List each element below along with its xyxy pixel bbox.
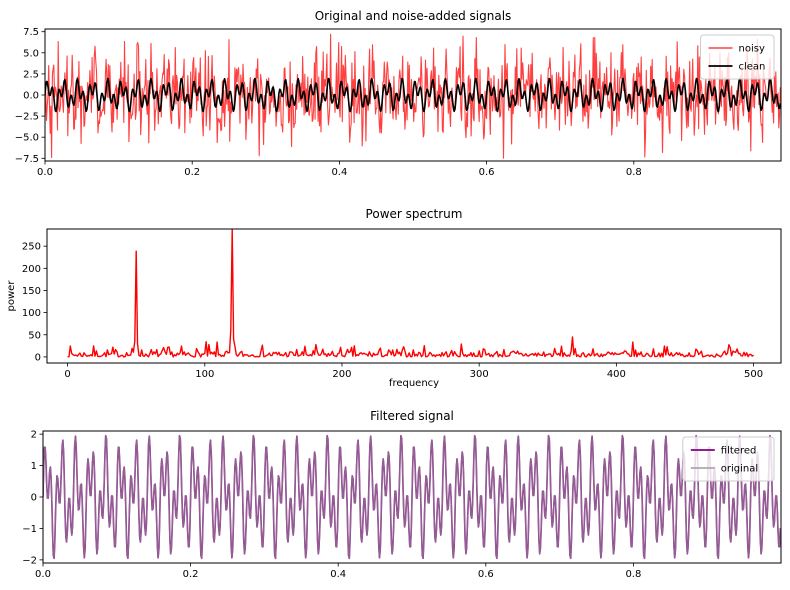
x-tick-label: 300	[470, 369, 489, 380]
series-original	[43, 435, 781, 559]
x-tick-label: 0.4	[331, 167, 347, 178]
y-tick-label: 5.0	[23, 48, 39, 59]
legend-frame	[700, 34, 775, 80]
x-tick-label: 100	[195, 369, 214, 380]
y-tick-label: 50	[28, 330, 41, 341]
y-tick-label: 0.0	[23, 91, 39, 102]
y-tick-label: 150	[22, 286, 41, 297]
y-tick-label: −7.5	[15, 154, 39, 165]
y-tick-label: −2	[22, 555, 37, 566]
spectrum-plot: 0 100 200 300 400 500 0 50 100 150 200 250	[22, 228, 782, 380]
filtered-plot: 0.0 0.2 0.4 0.6 0.8 −2 −1 0 1 2 filtered original	[22, 430, 782, 580]
legend: noisy clean	[700, 34, 775, 80]
legend-frame	[682, 436, 775, 482]
signals-chart-title: Original and noise-added signals	[314, 9, 512, 23]
y-tick-label: −2.5	[15, 112, 39, 123]
x-tick-label: 500	[744, 369, 763, 380]
x-tick-label: 0.0	[37, 167, 53, 178]
x-tick-label: 0.0	[35, 569, 51, 580]
frequency-axis-label: frequency	[388, 378, 440, 389]
legend-label-original: original	[721, 464, 758, 475]
x-tick-label: 0	[64, 369, 70, 380]
legend: filtered original	[682, 436, 775, 482]
y-tick-label: 7.5	[23, 27, 39, 38]
y-tick-label: 250	[22, 242, 41, 253]
legend-label-filtered: filtered	[721, 446, 757, 457]
series-power	[67, 229, 755, 358]
y-tick-label: 2.5	[23, 69, 39, 80]
spectrum-chart-title: Power spectrum	[365, 207, 463, 221]
y-tick-label: 100	[22, 308, 41, 319]
x-tick-label: 0.2	[184, 167, 200, 178]
x-tick-label: 200	[332, 369, 351, 380]
y-tick-label: −5.0	[15, 133, 39, 144]
x-tick-label: 0.8	[626, 167, 642, 178]
filtered-chart-title: Filtered signal	[370, 409, 454, 423]
x-tick-label: 0.2	[183, 569, 199, 580]
y-tick-label: 2	[31, 430, 37, 441]
y-tick-label: 0	[35, 352, 41, 363]
signals-plot: 0.0 0.2 0.4 0.6 0.8 −7.5 −5.0 −2.5 0.0 2.5 5.0 7.5 n…	[15, 27, 782, 178]
x-tick-label: 400	[607, 369, 626, 380]
series-clean	[45, 77, 781, 113]
y-tick-label: 1	[31, 461, 37, 472]
x-tick-label: 0.6	[479, 167, 495, 178]
axes-box	[46, 228, 782, 364]
y-tick-label: 200	[22, 264, 41, 275]
power-axis-label: power	[6, 280, 17, 312]
x-tick-label: 0.8	[625, 569, 641, 580]
legend-label-noisy: noisy	[739, 44, 765, 55]
y-tick-label: 0	[31, 493, 37, 504]
x-tick-label: 0.4	[330, 569, 346, 580]
legend-label-clean: clean	[739, 62, 766, 73]
x-tick-label: 0.6	[478, 569, 494, 580]
y-tick-label: −1	[22, 524, 37, 535]
